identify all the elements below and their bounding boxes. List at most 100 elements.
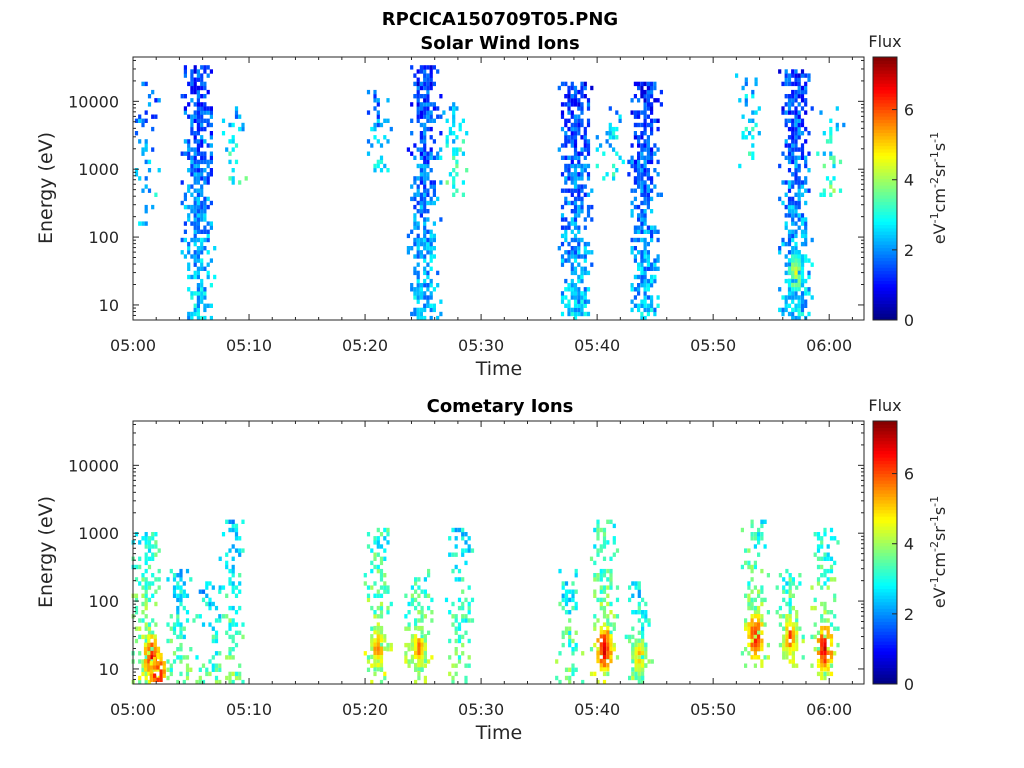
flux-cell — [810, 237, 814, 243]
flux-cell — [637, 303, 641, 308]
flux-cell — [214, 675, 219, 681]
colorbar-step — [873, 664, 897, 668]
flux-cell — [190, 81, 194, 87]
flux-cell — [228, 568, 232, 574]
flux-cell — [791, 89, 795, 95]
flux-cell — [231, 147, 235, 152]
flux-cell — [593, 626, 597, 631]
flux-cell — [801, 634, 805, 640]
flux-cell — [190, 315, 194, 321]
flux-cell — [760, 638, 764, 643]
flux-cell — [580, 299, 584, 304]
flux-cell — [467, 655, 471, 660]
colorbar-step — [873, 591, 897, 596]
flux-cell — [416, 114, 420, 119]
flux-cell — [787, 241, 792, 247]
flux-cell — [144, 568, 148, 574]
flux-cell — [787, 204, 792, 210]
flux-cell — [583, 266, 587, 271]
flux-cell — [410, 646, 414, 651]
flux-cell — [596, 548, 600, 553]
flux-cell — [429, 258, 433, 263]
flux-cell — [370, 605, 374, 611]
flux-cell — [564, 180, 568, 185]
flux-cell — [583, 291, 587, 296]
flux-cell — [630, 287, 634, 292]
flux-cell — [609, 642, 613, 647]
flux-cell — [214, 638, 219, 644]
flux-cell — [644, 601, 648, 607]
flux-cell — [778, 622, 782, 627]
flux-cell — [159, 669, 163, 674]
flux-cell — [571, 651, 575, 656]
flux-cell — [810, 605, 814, 611]
flux-cell — [373, 581, 377, 586]
flux-cell — [157, 568, 161, 574]
flux-cell — [583, 299, 587, 304]
flux-cell — [637, 139, 641, 144]
flux-cell — [744, 126, 748, 132]
flux-cell — [794, 278, 798, 284]
flux-cell — [650, 106, 654, 111]
flux-cell — [414, 625, 418, 631]
colorbar-step — [873, 657, 897, 662]
colorbar-step — [873, 234, 897, 239]
flux-cell — [573, 217, 578, 222]
flux-cell — [417, 650, 421, 655]
flux-cell — [154, 577, 158, 582]
colorbar-title: Flux — [868, 396, 901, 415]
flux-cell — [423, 679, 427, 685]
flux-cell — [439, 311, 443, 317]
flux-cell — [630, 213, 634, 218]
colorbar-step — [873, 647, 897, 652]
flux-cell — [389, 642, 393, 648]
flux-cell — [602, 654, 607, 660]
colorbar-step — [873, 188, 897, 193]
flux-cell — [820, 630, 824, 635]
flux-cell — [231, 618, 235, 623]
flux-cell — [196, 85, 200, 91]
flux-cell — [445, 118, 449, 123]
flux-cell — [757, 630, 761, 635]
flux-cell — [602, 658, 607, 664]
flux-cell — [829, 642, 834, 647]
flux-cell — [560, 81, 565, 87]
flux-cell — [389, 601, 393, 607]
flux-cell — [656, 295, 660, 300]
flux-cell — [656, 303, 660, 308]
flux-cell — [467, 605, 471, 611]
flux-cell — [429, 241, 433, 247]
flux-cell — [602, 638, 607, 643]
flux-cell — [823, 658, 827, 664]
flux-cell — [187, 250, 191, 255]
flux-cell — [147, 536, 152, 541]
flux-cell — [193, 147, 197, 152]
flux-cell — [644, 642, 648, 647]
flux-cell — [781, 110, 785, 115]
flux-cell — [426, 98, 430, 103]
flux-cell — [782, 597, 786, 603]
flux-cell — [427, 630, 431, 635]
flux-cell — [429, 81, 433, 87]
flux-cell — [573, 168, 578, 173]
flux-cell — [416, 118, 420, 123]
flux-cell — [583, 192, 587, 197]
flux-cell — [203, 168, 207, 173]
flux-cell — [602, 536, 607, 541]
flux-cell — [640, 250, 644, 255]
flux-cell — [637, 159, 641, 165]
flux-cell — [457, 568, 462, 574]
flux-cell — [464, 663, 468, 668]
colorbar-step — [873, 116, 897, 120]
flux-cell — [577, 262, 581, 267]
flux-cell — [410, 311, 414, 317]
flux-cell — [621, 159, 625, 165]
flux-cell — [205, 601, 209, 607]
flux-cell — [630, 200, 634, 206]
flux-cell — [176, 655, 180, 660]
flux-cell — [404, 651, 408, 656]
flux-cell — [564, 139, 568, 144]
flux-cell — [800, 184, 805, 189]
flux-cell — [826, 634, 830, 639]
flux-cell — [417, 646, 421, 651]
